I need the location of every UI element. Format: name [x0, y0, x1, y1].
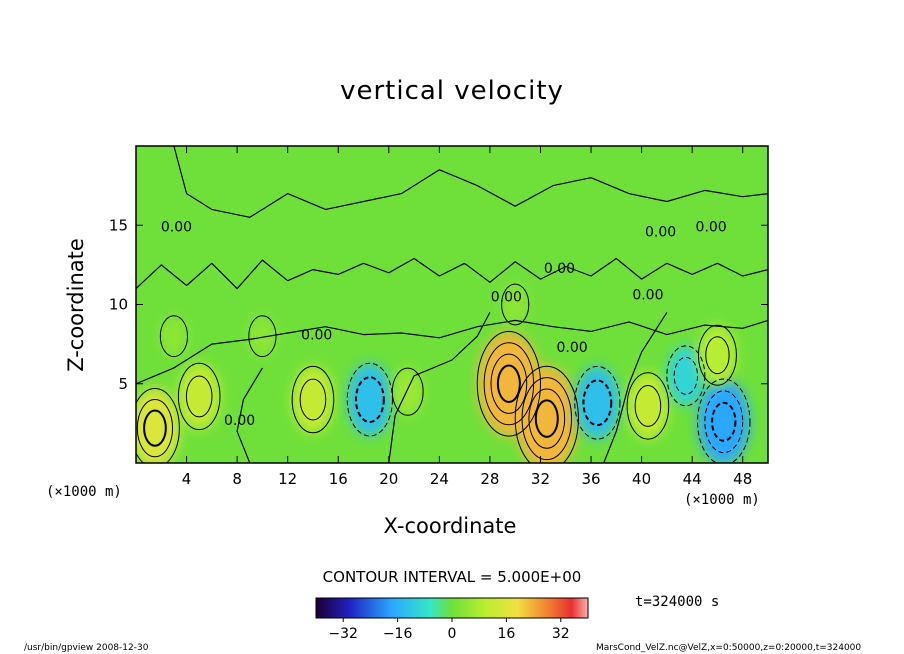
x-tick-label: 32 [531, 470, 550, 488]
heatmap-feature [160, 315, 188, 357]
x-tick-label: 40 [632, 470, 651, 488]
contour-line [496, 364, 521, 403]
zero-contour [388, 312, 491, 463]
zero-contour [136, 257, 768, 290]
contour-line [248, 315, 277, 358]
y-unit-label: (×1000 m) [46, 484, 122, 500]
contour-label: 0.00 [224, 413, 255, 429]
x-tick-label: 12 [278, 470, 297, 488]
heatmap-feature [698, 325, 737, 386]
heatmap-feature [392, 368, 424, 416]
contour-label: 0.00 [301, 327, 332, 343]
heatmap-feature [347, 363, 393, 436]
heatmap-feature [292, 366, 334, 433]
x-tick-label: 4 [182, 470, 192, 488]
colorbar-tick-label: −32 [328, 626, 358, 642]
contour-label: 0.00 [645, 224, 676, 240]
zero-contour [136, 319, 768, 385]
x-axis-label: X-coordinate [383, 514, 517, 538]
contour-line [346, 362, 393, 437]
contour-line [159, 315, 189, 358]
contour-line [185, 375, 213, 418]
contour-label: 0.00 [632, 288, 663, 304]
time-label: t=324000 s [635, 594, 720, 610]
contour-line [626, 372, 670, 440]
heatmap-feature [248, 315, 276, 357]
contour-line [514, 365, 579, 463]
heatmap-feature [178, 363, 220, 430]
x-unit-label: (×1000 m) [684, 492, 760, 508]
heatmap-feature [627, 372, 669, 440]
x-tick-label: 24 [430, 470, 449, 488]
heatmap-feature [697, 379, 750, 463]
zero-contour [603, 312, 668, 463]
chart-title: vertical velocity [340, 76, 564, 106]
contour-line [177, 362, 221, 431]
colorbar-tick-label: 0 [448, 626, 457, 642]
contour-line [673, 356, 699, 395]
contour-line [501, 283, 530, 326]
x-tick-label: 20 [379, 470, 398, 488]
heatmap-feature [501, 284, 529, 325]
contour-line [391, 367, 424, 416]
zero-contour [236, 367, 263, 463]
y-tick-label: 15 [109, 216, 128, 234]
contour-line [490, 353, 528, 414]
heatmap-feature [136, 388, 180, 463]
heatmap-feature [515, 366, 579, 463]
contour-line [136, 399, 174, 458]
colorbar-tick-label: −16 [383, 626, 413, 642]
colorbar [316, 598, 588, 618]
contour-line [704, 390, 744, 454]
contour-line [574, 365, 621, 440]
x-tick-label: 28 [480, 470, 499, 488]
heatmap-features [136, 284, 750, 463]
footer-right: MarsCond_VelZ.nc@VelZ,x=0:50000,z=0:2000… [596, 643, 862, 653]
contour-label: 0.00 [544, 261, 575, 277]
contour-line [711, 401, 737, 442]
heatmap-feature [574, 366, 620, 440]
contour-line [521, 377, 573, 461]
contour-line [697, 378, 751, 463]
zero-contour [173, 146, 768, 218]
heatmap-feature [666, 345, 705, 406]
contour-line [291, 365, 335, 434]
x-tick-label: 8 [232, 470, 242, 488]
contour-line [705, 336, 730, 375]
contour-line [534, 399, 559, 438]
x-axis: 4 8 12 16 20 24 28 32 36 40 44 48 [182, 146, 752, 488]
contour-line [528, 388, 566, 449]
x-tick-label: 44 [683, 470, 702, 488]
contour-label: 0.00 [556, 340, 587, 356]
contour-label: 0.00 [491, 289, 522, 305]
colorbar-tick-label: 16 [497, 626, 515, 642]
y-axis-label: Z-coordinate [64, 238, 88, 372]
y-tick-label: 10 [109, 296, 128, 314]
contour-line [634, 385, 662, 427]
footer-left: /usr/bin/gpview 2008-12-30 [24, 643, 149, 653]
contour-line [582, 379, 613, 427]
contour-line [354, 376, 385, 424]
x-tick-label: 16 [329, 470, 348, 488]
x-tick-label: 36 [581, 470, 600, 488]
colorbar-tick-label: 32 [552, 626, 570, 642]
contour-line [666, 345, 706, 407]
y-tick-label: 5 [118, 375, 128, 393]
contour-lines: 0.00 0.00 0.00 0.00 0.00 0.00 0.00 0.00 0.00 [136, 146, 768, 463]
contour-label: 0.00 [161, 220, 192, 236]
contour-interval: CONTOUR INTERVAL = 5.000E+00 [322, 568, 582, 586]
contour-line [476, 330, 541, 437]
contour-line [136, 388, 180, 463]
colorbar-frame [315, 597, 589, 619]
contour-line [299, 378, 327, 421]
colorbar-ticks: −32 −16 0 16 32 [328, 618, 570, 642]
contour-label: 0.00 [696, 220, 727, 236]
contour-line [143, 409, 167, 447]
x-tick-label: 48 [733, 470, 752, 488]
contour-line [697, 324, 737, 386]
y-axis: 5 10 15 [109, 216, 768, 393]
